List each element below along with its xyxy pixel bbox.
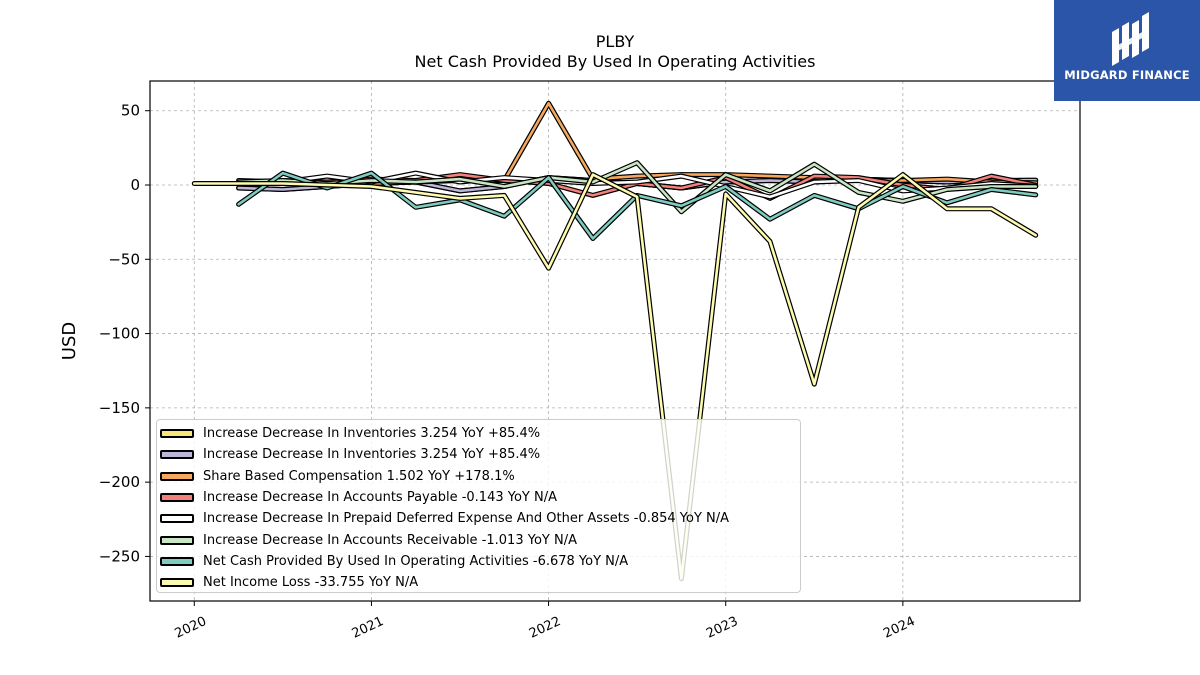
y-tick-label: −50	[108, 250, 140, 268]
plot-frame	[149, 80, 1081, 602]
series-lines	[191, 100, 1039, 582]
legend-label: Increase Decrease In Inventories 3.254 Y…	[203, 447, 541, 463]
y-tick-label: 50	[121, 102, 140, 120]
legend-swatch	[160, 514, 194, 524]
legend-item: Share Based Compensation 1.502 YoY +178.…	[157, 466, 800, 487]
legend-swatch	[160, 471, 194, 481]
brand-logo: MIDGARD FINANCE	[1054, 0, 1200, 101]
legend-swatch	[160, 535, 194, 545]
legend-swatch	[160, 429, 194, 439]
y-axis-ticks: 50 0 −50 −100 −150 −200 −250	[99, 102, 150, 565]
legend-label: Net Income Loss -33.755 YoY N/A	[203, 575, 419, 591]
x-tick-label: 2020	[173, 614, 209, 642]
chart-legend: Increase Decrease In Inventories 3.254 Y…	[156, 419, 801, 593]
legend-item: Increase Decrease In Inventories 3.254 Y…	[157, 444, 800, 465]
legend-label: Share Based Compensation 1.502 YoY +178.…	[203, 468, 515, 484]
legend-label: Increase Decrease In Accounts Payable -0…	[203, 490, 557, 506]
x-tick-label: 2023	[704, 614, 740, 642]
legend-label: Increase Decrease In Accounts Receivable…	[203, 532, 577, 548]
legend-item: Net Cash Provided By Used In Operating A…	[157, 551, 800, 572]
series-line-2	[237, 102, 1037, 185]
y-tick-label: −200	[99, 473, 140, 491]
legend-item: Increase Decrease In Inventories 3.254 Y…	[157, 423, 800, 444]
logo-text: MIDGARD FINANCE	[1064, 68, 1190, 82]
legend-label: Increase Decrease In Inventories 3.254 Y…	[203, 426, 541, 442]
legend-item: Net Income Loss -33.755 YoY N/A	[157, 572, 800, 593]
x-tick-label: 2024	[881, 614, 917, 642]
legend-item: Increase Decrease In Accounts Payable -0…	[157, 487, 800, 508]
x-tick-label: 2022	[527, 614, 563, 642]
legend-label: Increase Decrease In Prepaid Deferred Ex…	[203, 511, 730, 527]
chart-subtitle: Net Cash Provided By Used In Operating A…	[414, 52, 816, 71]
y-tick-label: −100	[99, 325, 140, 343]
legend-swatch	[160, 450, 194, 460]
x-axis-ticks: 2020 2021 2022 2023 2024	[173, 601, 918, 642]
legend-swatch	[160, 493, 194, 503]
legend-swatch	[160, 578, 194, 588]
x-tick-label: 2021	[350, 614, 386, 642]
chart-title: PLBY	[595, 32, 635, 51]
logo-mark-icon	[1112, 12, 1149, 66]
y-tick-label: 0	[130, 176, 140, 194]
y-tick-label: −250	[99, 547, 140, 565]
series-line-5	[237, 161, 1037, 213]
legend-item: Increase Decrease In Prepaid Deferred Ex…	[157, 508, 800, 529]
series-outline-2	[236, 100, 1039, 186]
y-axis-label: USD	[59, 322, 80, 360]
y-tick-label: −150	[99, 399, 140, 417]
legend-label: Net Cash Provided By Used In Operating A…	[203, 553, 629, 569]
legend-item: Increase Decrease In Accounts Receivable…	[157, 529, 800, 550]
legend-swatch	[160, 556, 194, 566]
